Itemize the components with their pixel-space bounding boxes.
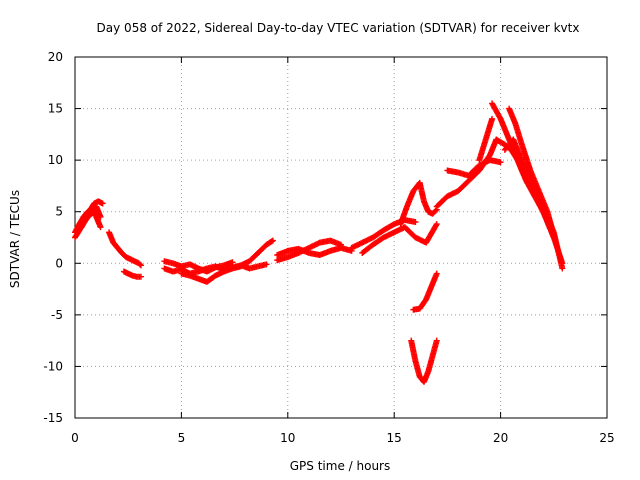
chart-title: Day 058 of 2022, Sidereal Day-to-day VTE… xyxy=(97,21,580,35)
series-arc17 xyxy=(433,136,500,210)
y-tick-label: 0 xyxy=(55,256,63,270)
data-point xyxy=(433,222,440,229)
data-point xyxy=(136,261,143,268)
x-tick-label: 10 xyxy=(280,431,295,445)
y-tick-label: -10 xyxy=(43,359,63,373)
data-point xyxy=(559,265,566,272)
data-points xyxy=(72,100,566,385)
y-axis-label: SDTVAR / TECUs xyxy=(8,190,22,288)
series-arc11 xyxy=(274,244,355,259)
series-arc14 xyxy=(397,179,440,228)
y-tick-label: -15 xyxy=(43,411,63,425)
series-arc15 xyxy=(410,270,440,313)
series-arc3 xyxy=(78,208,104,231)
x-axis-label: GPS time / hours xyxy=(290,459,391,473)
data-point xyxy=(433,337,440,344)
data-point xyxy=(433,221,440,228)
data-point xyxy=(137,273,144,280)
data-point xyxy=(412,219,419,226)
data-point xyxy=(99,200,106,207)
data-point xyxy=(497,159,504,166)
series-arc9 xyxy=(237,237,276,269)
plot-frame xyxy=(74,56,608,419)
data-point xyxy=(433,270,440,277)
series-arc22 xyxy=(501,136,566,272)
data-point xyxy=(552,239,559,246)
series-arc12 xyxy=(348,216,419,251)
series-arc16 xyxy=(408,337,440,385)
series-arc19 xyxy=(476,115,496,164)
series-arc5 xyxy=(120,268,144,280)
series-arc23 xyxy=(506,105,559,246)
axis-ticks xyxy=(74,56,608,419)
series-arc4 xyxy=(106,229,144,269)
data-point xyxy=(97,224,104,231)
data-point xyxy=(489,115,496,122)
x-tick-labels: 0 5 10 15 20 25 xyxy=(71,431,614,445)
x-tick-label: 5 xyxy=(178,431,186,445)
data-point xyxy=(137,262,144,269)
series-arc13 xyxy=(359,221,440,256)
y-tick-label: -5 xyxy=(51,308,63,322)
y-tick-label: 5 xyxy=(55,205,63,219)
x-tick-label: 15 xyxy=(387,431,402,445)
data-point xyxy=(263,261,270,268)
series-arc18 xyxy=(444,157,504,179)
data-point xyxy=(229,259,236,266)
series-arc7 xyxy=(161,258,236,275)
data-point xyxy=(269,237,276,244)
y-tick-labels: -15 -10 -5 0 5 10 15 20 xyxy=(43,50,63,425)
x-tick-label: 25 xyxy=(599,431,614,445)
x-tick-label: 20 xyxy=(493,431,508,445)
y-tick-label: 10 xyxy=(48,153,63,167)
x-tick-label: 0 xyxy=(71,431,79,445)
data-point xyxy=(432,207,439,214)
y-tick-label: 15 xyxy=(48,102,63,116)
grid-lines xyxy=(75,57,607,418)
y-tick-label: 20 xyxy=(48,50,63,64)
